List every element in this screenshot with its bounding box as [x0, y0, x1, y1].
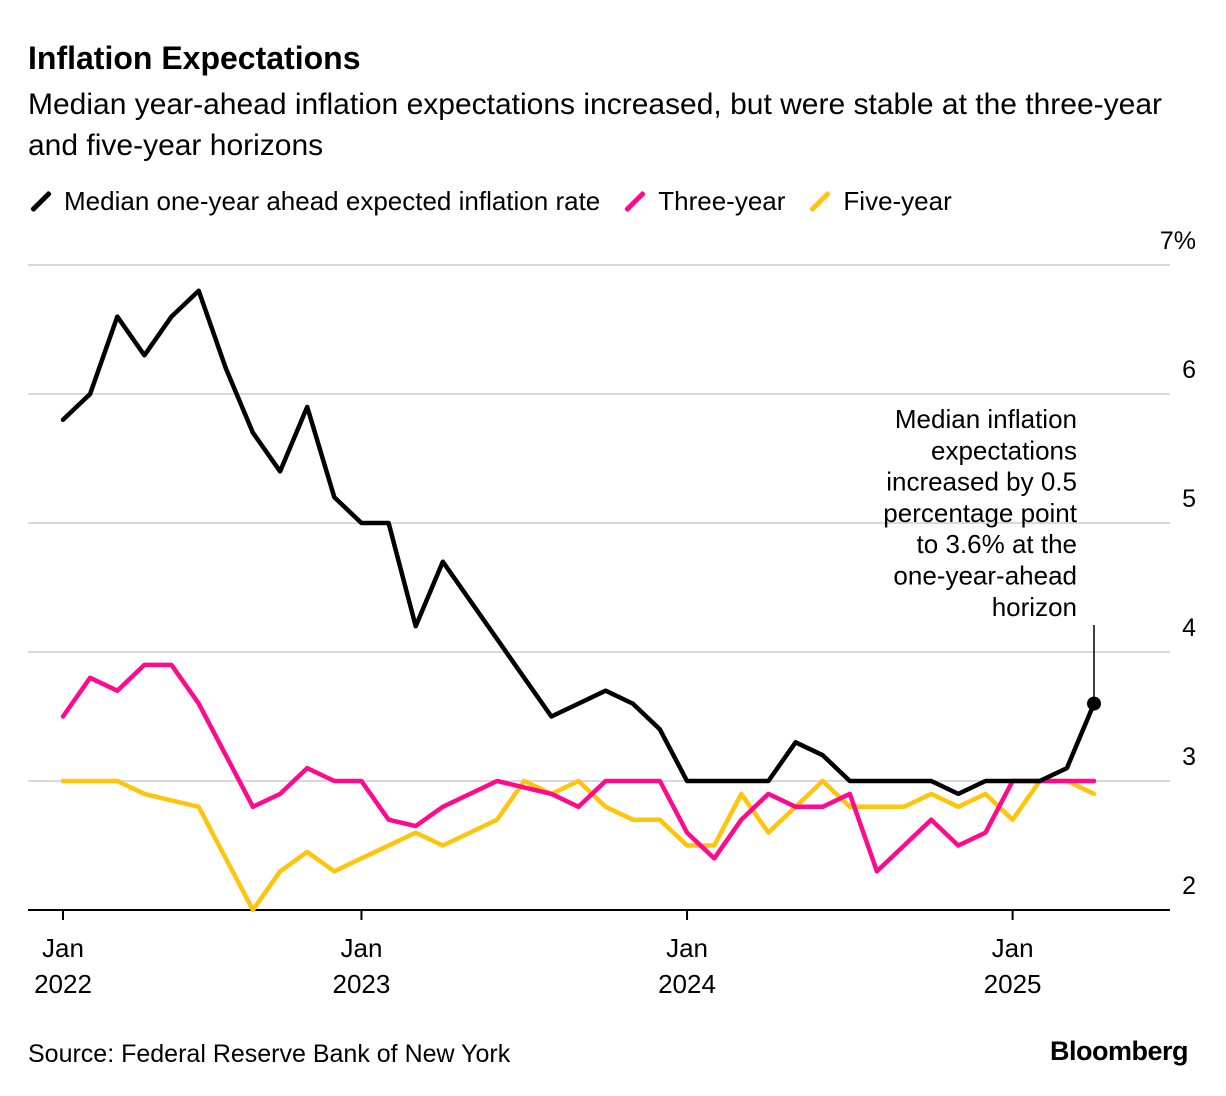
annotation-text-line: percentage point [883, 498, 1077, 528]
x-tick-label-year: 2022 [34, 969, 92, 999]
annotation-text-line: Median inflation [895, 404, 1077, 434]
annotation-text-line: horizon [992, 592, 1077, 622]
y-tick-label: 6 [1182, 356, 1196, 384]
y-tick-label: 2 [1182, 872, 1196, 900]
annotation-point [1087, 696, 1101, 711]
legend-label: Five-year [843, 186, 952, 216]
source-note: Source: Federal Reserve Bank of New York [28, 1040, 511, 1068]
annotation-text-line: expectations [931, 435, 1077, 465]
legend-item-three-year: Three-year [622, 186, 785, 217]
y-tick-label: 4 [1182, 614, 1196, 642]
legend-item-five-year: Five-year [807, 186, 952, 217]
legend-label: Median one-year ahead expected inflation… [64, 186, 601, 216]
x-tick-label-year: 2025 [984, 969, 1042, 999]
x-tick-label-month: Jan [992, 933, 1034, 963]
annotation-text-line: one-year-ahead [893, 561, 1077, 591]
annotation-text-line: to 3.6% at the [917, 529, 1077, 559]
annotation-text-line: increased by 0.5 [886, 467, 1077, 497]
series-line-three-year [60, 662, 1097, 874]
legend: Median one-year ahead expected inflation… [28, 186, 952, 217]
bloomberg-logo: Bloomberg [1049, 1036, 1189, 1066]
y-tick-label: 7% [1160, 227, 1196, 255]
x-tick-label-month: Jan [340, 933, 382, 963]
x-tick-label-year: 2023 [333, 969, 391, 999]
x-tick-label-year: 2024 [658, 969, 716, 999]
legend-item-one-year: Median one-year ahead expected inflation… [28, 186, 600, 217]
chart-subtitle: Median year-ahead inflation expectations… [28, 88, 1163, 162]
x-tick-label-month: Jan [42, 933, 84, 963]
y-tick-label: 5 [1182, 485, 1196, 513]
chart-title: Inflation Expectations [28, 40, 361, 76]
y-tick-label: 3 [1182, 743, 1196, 771]
series-line-five-year [60, 778, 1097, 913]
x-tick-label-month: Jan [666, 933, 708, 963]
series-line-one-year [60, 288, 1097, 797]
legend-label: Three-year [658, 186, 786, 216]
